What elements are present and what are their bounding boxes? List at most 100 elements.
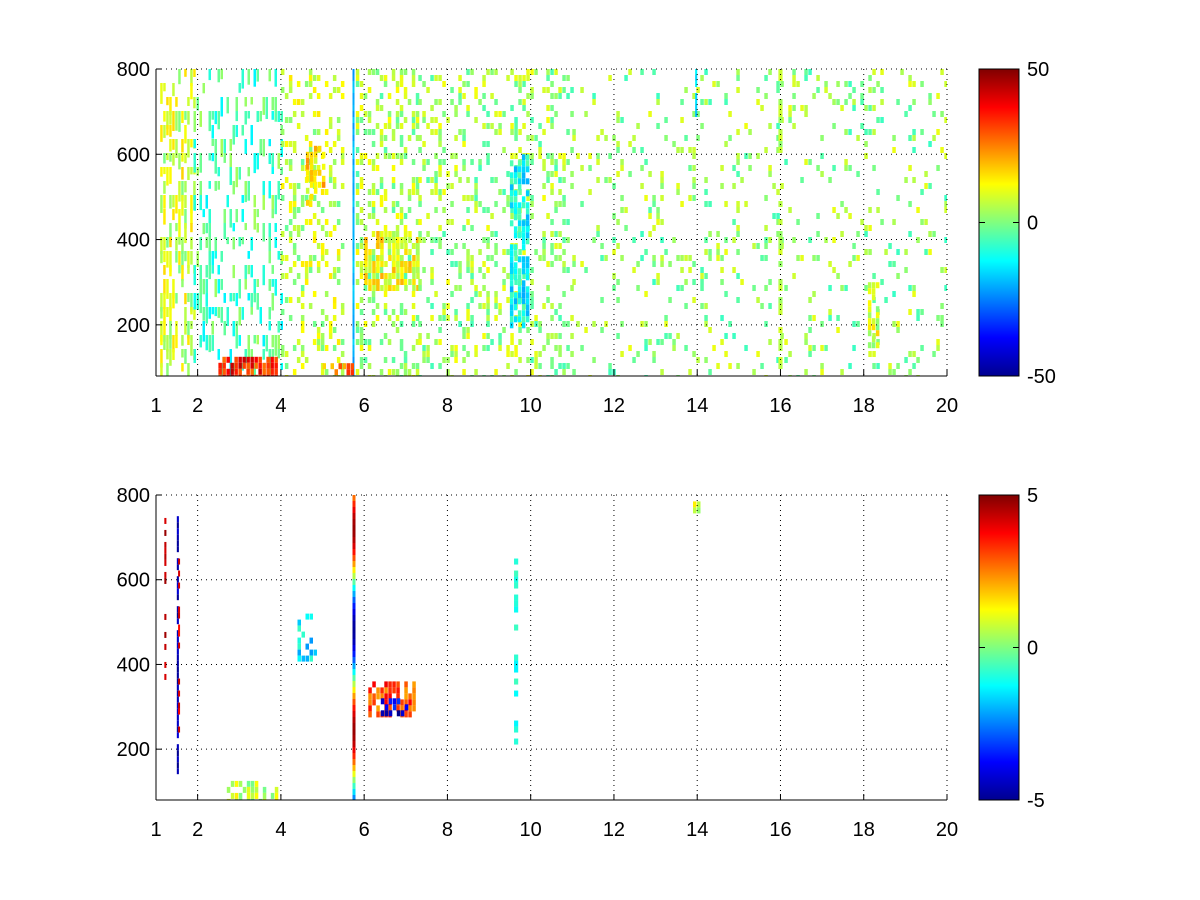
heatmap-cell xyxy=(166,363,169,376)
heatmap-cell xyxy=(387,93,392,99)
heatmap-cell xyxy=(178,702,181,709)
heatmap-cell xyxy=(253,293,256,303)
heatmap-cell xyxy=(368,687,372,694)
heatmap-cell xyxy=(304,279,309,285)
heatmap-cell xyxy=(525,304,530,311)
heatmap-cell xyxy=(514,726,519,733)
heatmap-cell xyxy=(616,243,620,249)
heatmap-cell xyxy=(259,139,262,156)
heatmap-cell xyxy=(660,195,664,201)
heatmap-cell xyxy=(466,105,470,111)
heatmap-cell xyxy=(764,243,768,249)
heatmap-cell xyxy=(872,273,876,279)
heatmap-cell xyxy=(387,117,392,123)
heatmap-cell xyxy=(247,69,250,85)
heatmap-cell xyxy=(430,303,434,309)
heatmap-cell xyxy=(836,327,840,333)
heatmap-cell xyxy=(867,306,872,313)
heatmap-cell xyxy=(268,69,271,82)
heatmap-cell xyxy=(640,255,644,261)
heatmap-cell xyxy=(176,708,179,715)
heatmap-cell xyxy=(316,75,321,81)
heatmap-cell xyxy=(391,357,396,363)
heatmap-cell xyxy=(530,201,534,207)
heatmap-cell xyxy=(776,213,780,219)
heatmap-cell xyxy=(355,69,360,75)
heatmap-cell xyxy=(238,307,241,326)
heatmap-cell xyxy=(867,330,872,337)
heatmap-cell xyxy=(558,153,562,159)
heatmap-cell xyxy=(412,687,416,694)
heatmap-cell xyxy=(359,357,364,363)
heatmap-cell xyxy=(513,316,518,323)
heatmap-cell xyxy=(430,237,434,243)
heatmap-cells xyxy=(164,495,701,800)
heatmap-cell xyxy=(336,249,341,255)
heatmap-cell xyxy=(558,93,562,99)
x-tick-label: 8 xyxy=(442,819,453,841)
heatmap-cell xyxy=(486,255,490,261)
heatmap-cell xyxy=(250,125,253,146)
heatmap-cell xyxy=(176,612,179,619)
heatmap-cell xyxy=(300,291,305,297)
heatmap-cell xyxy=(442,303,446,309)
heatmap-cell xyxy=(352,651,356,657)
heatmap-cell xyxy=(250,362,254,369)
heatmap-cell xyxy=(164,613,167,620)
heatmap-cell xyxy=(376,711,380,718)
heatmap-cell xyxy=(316,339,321,345)
heatmap-cell xyxy=(242,356,246,363)
heatmap-cell xyxy=(418,237,422,243)
heatmap-cell xyxy=(196,167,199,176)
heatmap-cell xyxy=(371,297,376,303)
heatmap-cell xyxy=(277,111,280,122)
heatmap-cell xyxy=(352,147,355,153)
heatmap-cell xyxy=(628,141,632,147)
heatmap-cell xyxy=(416,255,420,261)
heatmap-cell xyxy=(395,99,400,105)
heatmap-cell xyxy=(498,303,502,309)
heatmap-cell xyxy=(592,321,596,327)
heatmap-cell xyxy=(364,261,368,267)
heatmap-cell xyxy=(546,171,550,177)
heatmap-cell xyxy=(502,279,506,285)
heatmap-cell xyxy=(644,339,648,345)
heatmap-cell xyxy=(176,534,179,541)
heatmap-cell xyxy=(199,293,202,314)
heatmap-cell xyxy=(498,333,502,339)
heatmap-cell xyxy=(309,151,314,158)
heatmap-cell xyxy=(940,69,944,75)
heatmap-cell xyxy=(880,87,884,93)
heatmap-cell xyxy=(367,111,372,117)
heatmap-cell xyxy=(199,153,202,173)
heatmap-cell xyxy=(530,69,534,75)
heatmap-cell xyxy=(160,349,163,368)
heatmap-cell xyxy=(502,189,506,195)
heatmap-cell xyxy=(175,293,178,304)
heatmap-cell xyxy=(764,75,768,81)
heatmap-cell xyxy=(904,267,908,273)
heatmap-cell xyxy=(288,267,293,273)
heatmap-cell xyxy=(193,181,196,200)
heatmap-cell xyxy=(312,213,317,219)
heatmap-cell xyxy=(234,780,239,787)
heatmap-cell xyxy=(486,69,490,75)
heatmap-cell xyxy=(211,111,214,120)
heatmap-cell xyxy=(352,93,355,99)
heatmap-cell xyxy=(514,720,519,727)
heatmap-cell xyxy=(875,324,880,331)
heatmap-cell xyxy=(652,225,656,231)
heatmap-cell xyxy=(944,237,947,243)
heatmap-cell xyxy=(391,201,396,207)
heatmap-cell xyxy=(498,309,502,315)
heatmap-cell xyxy=(160,307,163,319)
heatmap-cell xyxy=(538,255,542,261)
heatmap-cell xyxy=(395,315,400,321)
heatmap-cell xyxy=(486,207,490,213)
heatmap-cell xyxy=(912,81,916,87)
heatmap-cell xyxy=(486,141,490,147)
heatmap-cell xyxy=(199,181,202,199)
heatmap-cell xyxy=(566,237,570,243)
heatmap-cell xyxy=(474,351,478,357)
heatmap-cell xyxy=(864,141,868,147)
